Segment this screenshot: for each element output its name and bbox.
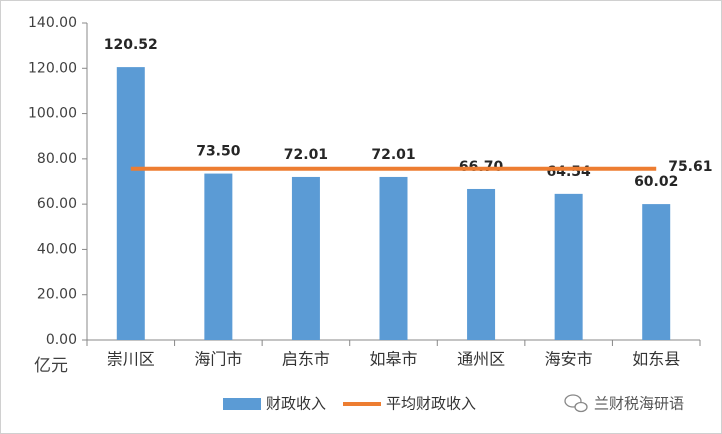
bar (554, 193, 583, 340)
legend-swatch (223, 398, 261, 410)
watermark-text: 兰财税海研语 (594, 395, 684, 413)
x-tick-label: 启东市 (282, 350, 330, 369)
x-tick-label: 海门市 (194, 350, 242, 369)
x-tick-label: 海安市 (545, 350, 593, 369)
y-tick-label: 60.00 (37, 196, 77, 212)
data-label: 60.02 (634, 174, 678, 190)
bar (204, 173, 233, 340)
watermark: 兰财税海研语 (564, 394, 684, 413)
bar (116, 67, 145, 341)
bar (467, 188, 496, 340)
x-tick-label: 崇川区 (107, 350, 155, 369)
x-tick-label: 如皋市 (369, 350, 417, 369)
y-axis-label: 亿元 (34, 356, 68, 376)
data-label: 72.01 (284, 147, 328, 163)
data-label: 73.50 (196, 144, 241, 160)
y-tick-label: 100.00 (28, 106, 77, 122)
watermark-icon (564, 394, 582, 408)
y-tick-label: 40.00 (37, 241, 77, 257)
bar (642, 204, 671, 340)
y-tick-label: 0.00 (46, 332, 77, 348)
legend-label: 平均财政收入 (386, 395, 476, 413)
x-tick-label: 如东县 (632, 350, 680, 369)
y-tick-label: 80.00 (37, 151, 77, 167)
y-tick-label: 140.00 (28, 15, 77, 31)
data-label: 64.54 (546, 164, 591, 180)
bar (379, 176, 408, 340)
y-tick-label: 20.00 (37, 287, 77, 303)
y-tick-label: 120.00 (28, 60, 77, 76)
bar (291, 176, 320, 340)
data-label: 72.01 (371, 147, 415, 163)
legend-label: 财政收入 (266, 395, 326, 413)
data-label: 75.61 (668, 159, 712, 175)
x-tick-label: 通州区 (457, 350, 505, 369)
watermark-icon (574, 401, 588, 413)
data-label: 120.52 (104, 37, 158, 53)
